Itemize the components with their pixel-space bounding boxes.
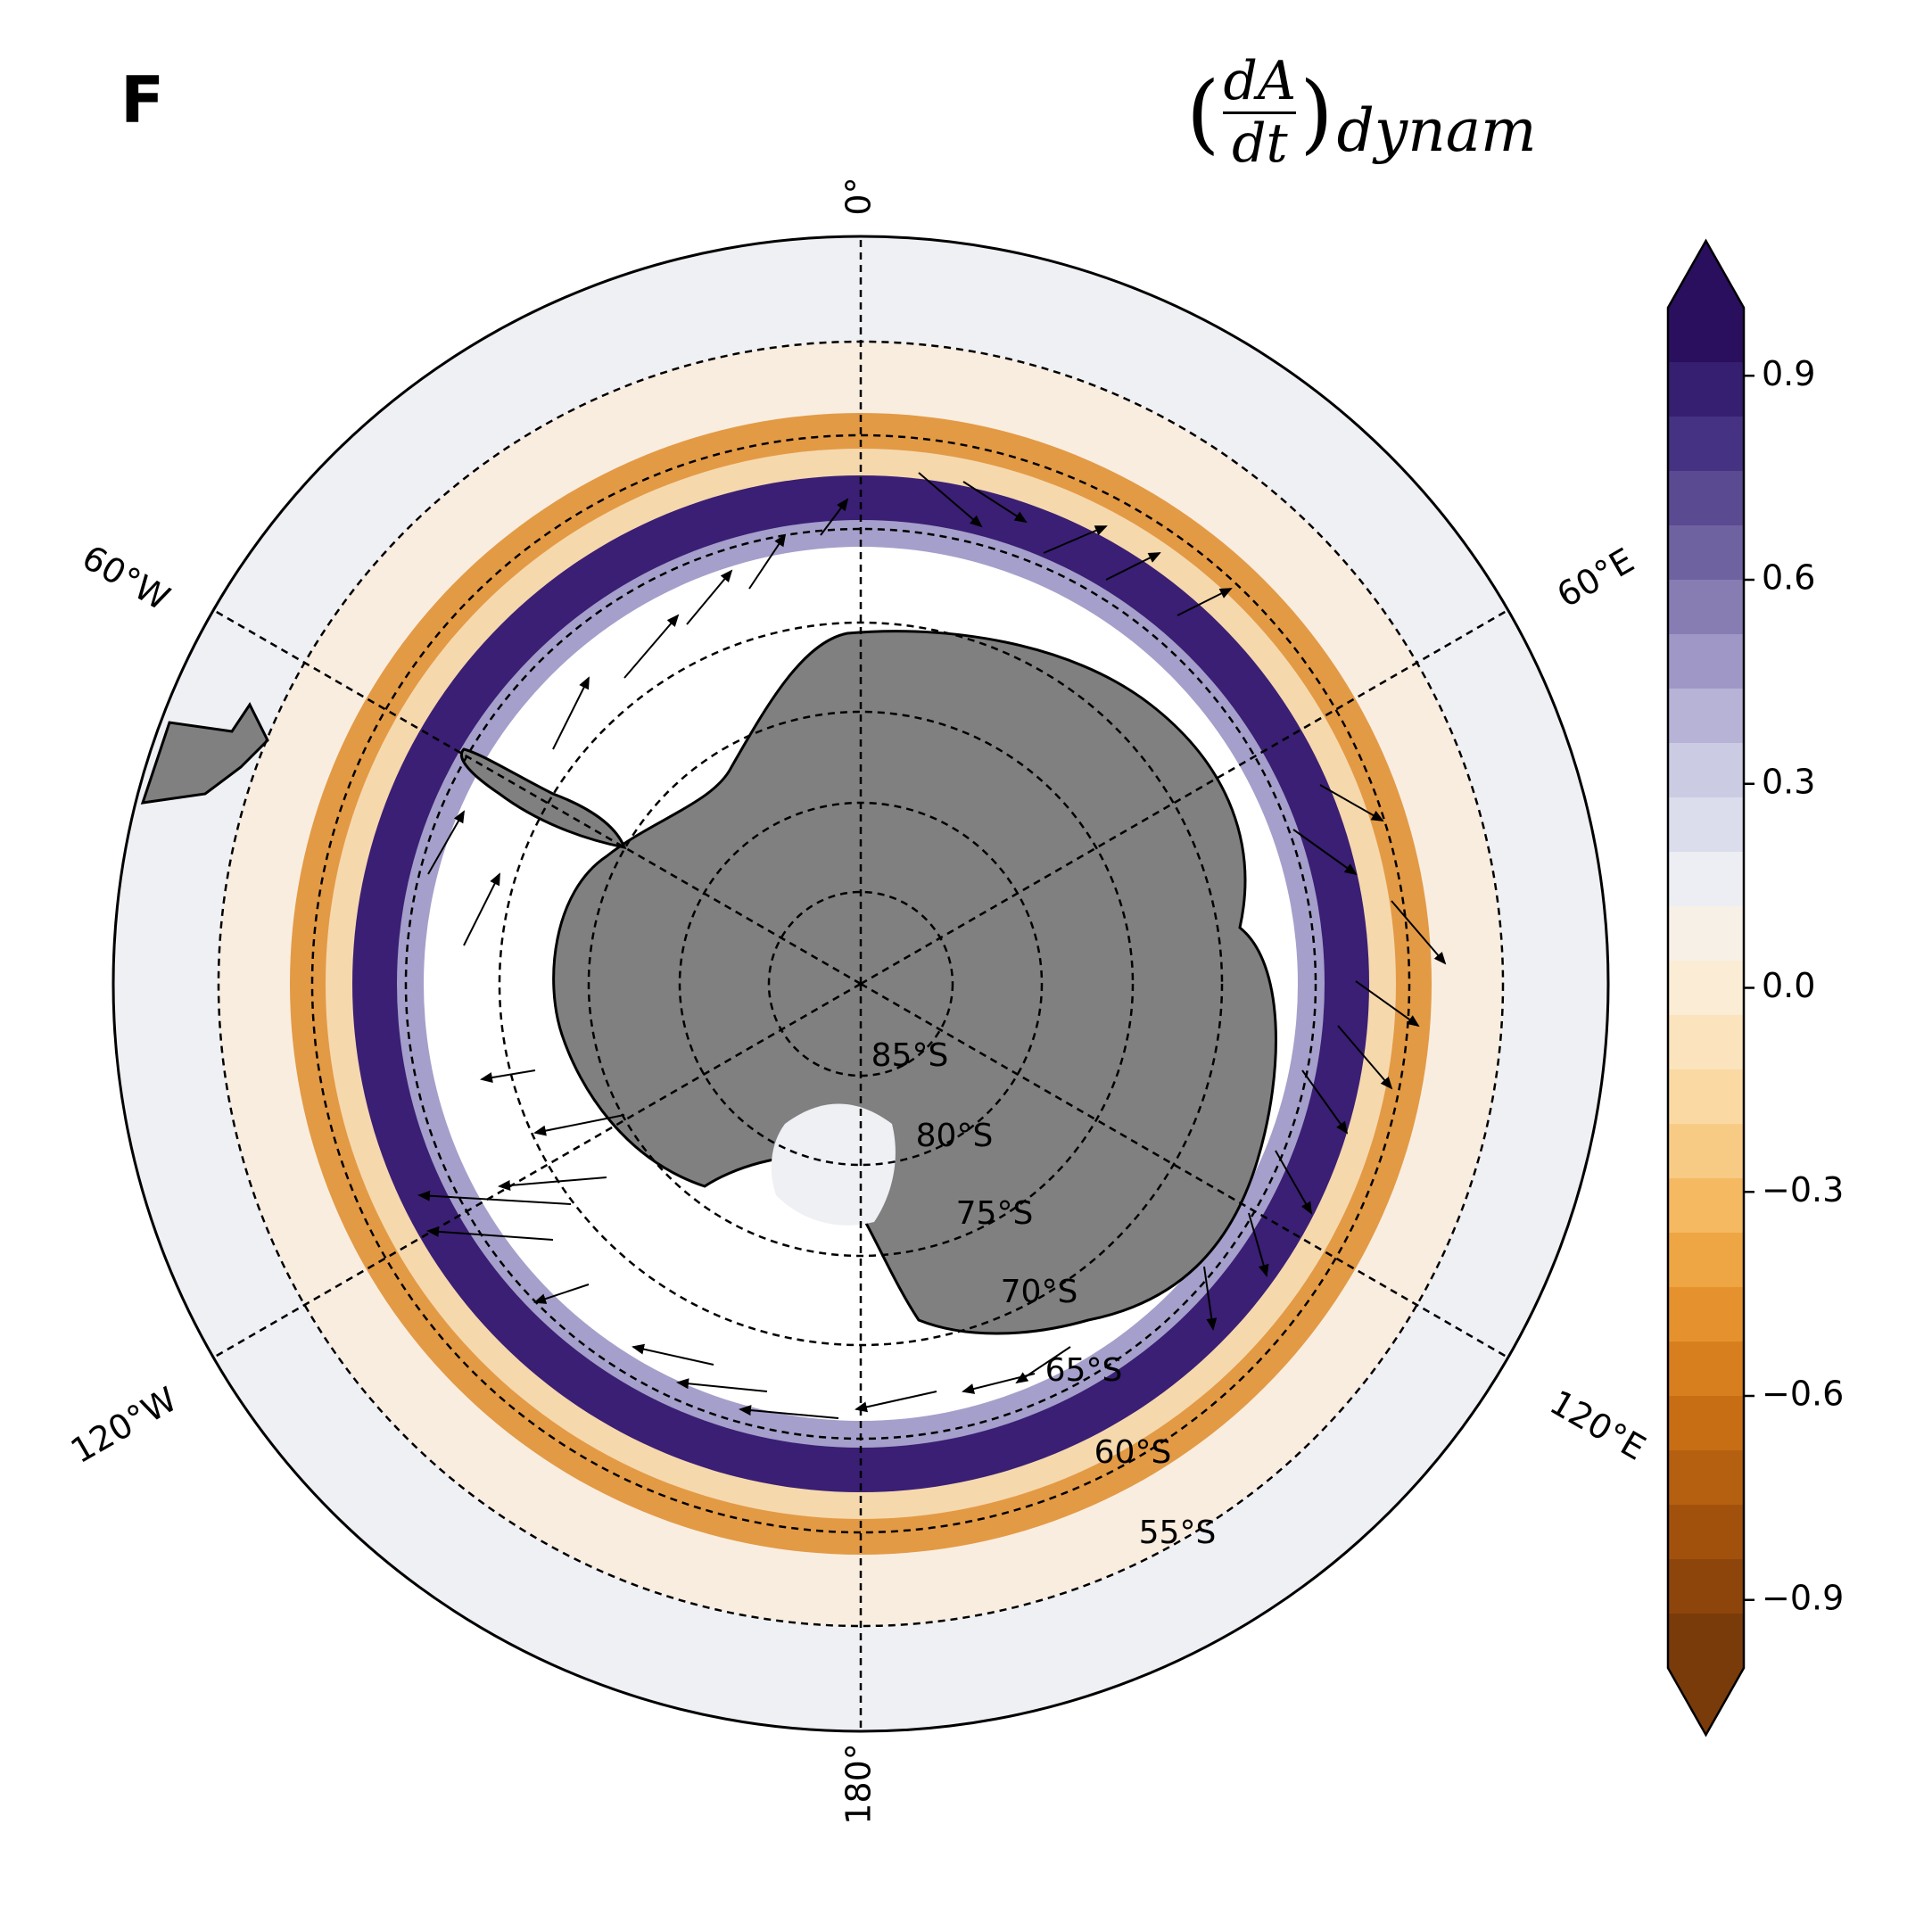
drift-vector (1355, 980, 1420, 1028)
colorbar-segment (1668, 580, 1744, 635)
colorbar-ticks: 0.9 0.6 0.3 0.0 −0.3 −0.6 −0.9 (1744, 354, 1844, 1617)
colorbar-segment (1668, 906, 1744, 962)
colorbar-extend-max (1668, 241, 1744, 308)
drift-vector (1319, 784, 1384, 821)
latitude-labels: 85°S 80°S 75°S 70°S 65°S 60°S 55°S (871, 1037, 1217, 1551)
drift-vector (1301, 1069, 1349, 1135)
colorbar-extend-min (1668, 1668, 1744, 1735)
colorbar-segment (1668, 1233, 1744, 1288)
drift-vector (533, 1284, 590, 1304)
colorbar-segment (1668, 1505, 1744, 1560)
antarctica-land (552, 630, 1277, 1335)
figure-title: ( dA dt ) dynam (1186, 54, 1537, 172)
colorbar-segment (1668, 743, 1744, 798)
lon-label-0: 0° (839, 177, 879, 215)
colorbar-segment (1668, 1124, 1744, 1179)
drift-vector (463, 872, 500, 946)
colorbar-segment (1668, 1069, 1744, 1125)
drift-vector (1203, 1266, 1218, 1331)
south-america-tip (140, 702, 269, 805)
lat-label-0: 85°S (871, 1037, 949, 1074)
drift-vector (426, 1226, 554, 1241)
ross-ice-shelf (771, 1103, 896, 1226)
colorbar-segment (1668, 1015, 1744, 1070)
colorbar-segment (1668, 1614, 1744, 1669)
colorbar-segment (1668, 525, 1744, 581)
drift-vector (533, 1114, 625, 1136)
drift-vector (1177, 588, 1233, 616)
drift-vector (739, 1405, 839, 1419)
colorbar-segment (1668, 417, 1744, 472)
drift-vector (623, 614, 680, 679)
title-subscript: dynam (1336, 96, 1537, 165)
drift-vector (962, 1373, 1036, 1394)
colorbar-segment (1668, 689, 1744, 744)
drift-vector (1043, 525, 1108, 554)
colorbar-segment (1668, 1178, 1744, 1234)
title-denominator: dt (1232, 112, 1288, 175)
colorbar-segment (1668, 1396, 1744, 1451)
drift-vector (1275, 1150, 1312, 1215)
drift-vector (918, 472, 983, 528)
colorbar-outline (1666, 238, 1746, 1738)
drift-vector (552, 676, 590, 750)
title-open-paren: ( (1186, 62, 1220, 163)
drift-vector (820, 498, 849, 536)
colorbar-segment (1668, 471, 1744, 526)
drift-vector (417, 1190, 572, 1205)
title-close-paren: ) (1300, 62, 1333, 163)
map-boundary (111, 235, 1610, 1733)
lat-label-3: 70°S (1001, 1274, 1078, 1310)
colorbar-segment (1668, 634, 1744, 689)
colorbar-tick-label: −0.9 (1762, 1578, 1844, 1617)
colorbar-tick-label: 0.9 (1762, 354, 1815, 393)
lat-label-2: 75°S (956, 1195, 1034, 1232)
colorbar-segment (1668, 961, 1744, 1016)
lat-label-4: 65°S (1045, 1352, 1123, 1389)
drift-vector (480, 1069, 536, 1083)
lat-circle-2 (587, 710, 1135, 1258)
colorbar-segment (1668, 797, 1744, 853)
drift-vector (632, 1343, 714, 1366)
colorbar-segment (1668, 1287, 1744, 1342)
drift-vector (1292, 829, 1358, 876)
drift-vector (498, 1176, 607, 1191)
drift-vector (427, 810, 465, 875)
lat-circle-5 (310, 433, 1411, 1534)
drift-vector (1248, 1212, 1269, 1277)
colorbar-segment (1668, 1450, 1744, 1506)
colorbar-tick-label: −0.6 (1762, 1375, 1844, 1414)
panel-label: F (120, 62, 165, 137)
drift-vector (748, 533, 787, 590)
drift-vector (1391, 900, 1447, 965)
colorbar-segment (1668, 362, 1744, 417)
title-fraction-bar (1223, 111, 1297, 114)
colorbar-tick-label: −0.3 (1762, 1170, 1844, 1209)
ice-drift-vectors (417, 472, 1447, 1419)
lat-circle-3 (498, 621, 1224, 1347)
drift-vector (686, 569, 733, 625)
colorbar-segment (1668, 1559, 1744, 1614)
drift-vector (962, 481, 1028, 524)
colorbar-tick-label: 0.3 (1762, 762, 1815, 801)
antarctic-peninsula (460, 747, 627, 850)
title-fraction: dA dt (1223, 50, 1297, 175)
drift-vector (1105, 552, 1161, 581)
colorbar-segments (1666, 238, 1746, 1738)
title-numerator: dA (1223, 50, 1297, 112)
colorbar-tick-label: 0.0 (1762, 966, 1815, 1005)
drift-vector (855, 1391, 937, 1413)
drift-vector (676, 1378, 768, 1392)
lat-label-5: 60°S (1094, 1434, 1172, 1471)
colorbar-segment (1668, 852, 1744, 907)
colorbar-segment (1668, 308, 1744, 363)
colorbar-tick-label: 0.6 (1762, 558, 1815, 598)
lat-label-6: 55°S (1139, 1515, 1217, 1551)
drift-vector (1337, 1025, 1393, 1090)
lon-label-3: 180° (839, 1743, 879, 1825)
lat-label-1: 80°S (916, 1118, 994, 1154)
colorbar-segment (1668, 1342, 1744, 1397)
